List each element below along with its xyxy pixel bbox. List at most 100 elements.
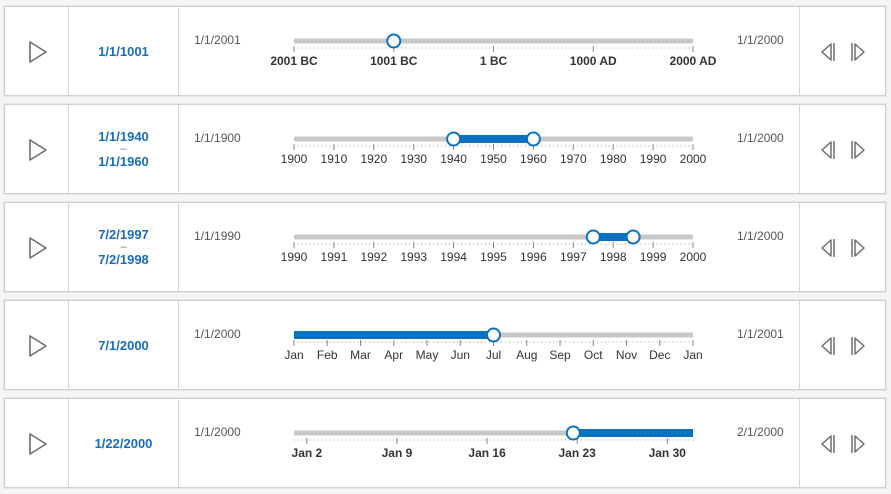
tick-label: Feb xyxy=(317,348,338,362)
tick-label: 1990 xyxy=(640,152,667,166)
step-controls xyxy=(799,301,885,389)
play-button[interactable] xyxy=(5,301,69,389)
slider-thumb[interactable] xyxy=(525,131,541,147)
slider-thumb[interactable] xyxy=(446,131,462,147)
tick-label: 1000 AD xyxy=(570,54,617,68)
tick-label: 1940 xyxy=(440,152,467,166)
slider-area: 1/1/1990 1/1/2000 1990 1991 1992 1993 1994 1995… xyxy=(179,203,799,291)
tick-label: Aug xyxy=(516,348,537,362)
step-back-icon[interactable] xyxy=(821,141,835,159)
tick-label: 1991 xyxy=(321,250,348,264)
step-back-icon[interactable] xyxy=(821,435,835,453)
tick-label: Jan 9 xyxy=(382,446,413,460)
tick-label: 1993 xyxy=(400,250,427,264)
slider-area: 1/1/1900 1/1/2000 1900 1910 1920 1930 1940 1950… xyxy=(179,105,799,193)
tick-label: Dec xyxy=(649,348,670,362)
tick-label: 2000 xyxy=(680,250,707,264)
date-label: 1/1/1001 xyxy=(98,43,149,59)
time-slider-row: 1/1/1940–1/1/1960 1/1/1900 1/1/2000 1900 191… xyxy=(4,104,886,194)
max-date-label: 1/1/2001 xyxy=(737,327,784,341)
tick-label: 1994 xyxy=(440,250,467,264)
time-slider-row: 7/1/2000 1/1/2000 1/1/2001 Jan Feb Mar Apr May J… xyxy=(4,300,886,390)
tick-label: Jan xyxy=(683,348,702,362)
current-time-extent: 1/22/2000 xyxy=(69,399,179,487)
tick-label: Sep xyxy=(549,348,571,362)
date-separator: – xyxy=(120,143,127,155)
play-button[interactable] xyxy=(5,203,69,291)
date-separator: – xyxy=(120,241,127,253)
tick-label: 1980 xyxy=(600,152,627,166)
tick-label: 1996 xyxy=(520,250,547,264)
step-icons xyxy=(821,141,865,159)
play-button[interactable] xyxy=(5,399,69,487)
step-forward-icon[interactable] xyxy=(851,337,865,355)
step-forward-icon[interactable] xyxy=(851,43,865,61)
step-controls xyxy=(799,7,885,95)
tick-label: Mar xyxy=(350,348,371,362)
play-icon xyxy=(29,335,47,357)
track-bar[interactable] xyxy=(294,38,693,44)
current-time-extent: 1/1/1001 xyxy=(69,7,179,95)
tick-label: 2000 AD xyxy=(670,54,717,68)
step-forward-icon[interactable] xyxy=(851,435,865,453)
tick-label: 1990 xyxy=(281,250,308,264)
tick-label: Apr xyxy=(384,348,403,362)
current-time-extent: 7/1/2000 xyxy=(69,301,179,389)
slider-thumb[interactable] xyxy=(585,229,601,245)
step-back-icon[interactable] xyxy=(821,43,835,61)
slider-track[interactable]: 1990 1991 1992 1993 1994 1995 1996 1997 1998 1999… xyxy=(179,203,799,293)
date-label: 1/22/2000 xyxy=(94,435,153,451)
max-date-label: 1/1/2000 xyxy=(737,33,784,47)
tick-label: 1995 xyxy=(480,250,507,264)
slider-thumb[interactable] xyxy=(386,33,402,49)
slider-area: 1/1/2001 1/1/2000 2001 BC 1001 BC 1 BC 1000 A… xyxy=(179,7,799,95)
tick-label: Jan 2 xyxy=(292,446,323,460)
tick-label: 1960 xyxy=(520,152,547,166)
play-button[interactable] xyxy=(5,105,69,193)
date-label: 1/1/1940 xyxy=(98,129,149,144)
min-date-label: 1/1/2000 xyxy=(194,425,241,439)
step-back-icon[interactable] xyxy=(821,239,835,257)
step-icons xyxy=(821,337,865,355)
slider-area: 1/1/2000 2/1/2000 Jan 2 Jan 9 Jan 16 Jan 23 Ja… xyxy=(179,399,799,487)
tick-label: 1910 xyxy=(321,152,348,166)
tick-label: 1920 xyxy=(360,152,387,166)
slider-track[interactable]: Jan Feb Mar Apr May Jun Jul Aug Sep Oct Nov Dec Jan xyxy=(179,301,799,391)
step-controls xyxy=(799,105,885,193)
step-forward-icon[interactable] xyxy=(851,239,865,257)
time-slider-row: 1/22/2000 1/1/2000 2/1/2000 Jan 2 Jan 9 Jan 1… xyxy=(4,398,886,488)
min-date-label: 1/1/2001 xyxy=(194,33,241,47)
min-date-label: 1/1/1900 xyxy=(194,131,241,145)
track-fill xyxy=(294,331,494,339)
play-icon xyxy=(29,433,47,455)
tick-label: 1998 xyxy=(600,250,627,264)
slider-track[interactable]: 1900 1910 1920 1930 1940 1950 1960 1970 1980 1990… xyxy=(179,105,799,195)
step-icons xyxy=(821,435,865,453)
tick-label: May xyxy=(416,348,439,362)
date-label: 7/1/2000 xyxy=(98,337,149,353)
max-date-label: 2/1/2000 xyxy=(737,425,784,439)
tick-label: Jul xyxy=(486,348,501,362)
tick-label: Jan 30 xyxy=(649,446,687,460)
track-fill xyxy=(453,135,534,143)
tick-label: Nov xyxy=(616,348,637,362)
tick-label: Jun xyxy=(451,348,470,362)
slider-track[interactable]: Jan 2 Jan 9 Jan 16 Jan 23 Jan 30 xyxy=(179,399,799,489)
current-time-extent: 7/2/1997–7/2/1998 xyxy=(69,203,179,291)
play-icon xyxy=(29,237,47,259)
date-label: 7/2/1998 xyxy=(98,252,149,267)
slider-track[interactable]: 2001 BC 1001 BC 1 BC 1000 AD 2000 AD xyxy=(179,7,799,97)
step-forward-icon[interactable] xyxy=(851,141,865,159)
slider-thumb[interactable] xyxy=(565,425,581,441)
step-controls xyxy=(799,399,885,487)
min-date-label: 1/1/1990 xyxy=(194,229,241,243)
slider-thumb[interactable] xyxy=(486,327,501,343)
step-icons xyxy=(821,43,865,61)
step-controls xyxy=(799,203,885,291)
tick-label: 2001 BC xyxy=(270,54,318,68)
step-back-icon[interactable] xyxy=(821,337,835,355)
slider-area: 1/1/2000 1/1/2001 Jan Feb Mar Apr May Jun Jul Aug… xyxy=(179,301,799,389)
play-button[interactable] xyxy=(5,7,69,95)
min-date-label: 1/1/2000 xyxy=(194,327,241,341)
slider-thumb[interactable] xyxy=(625,229,641,245)
